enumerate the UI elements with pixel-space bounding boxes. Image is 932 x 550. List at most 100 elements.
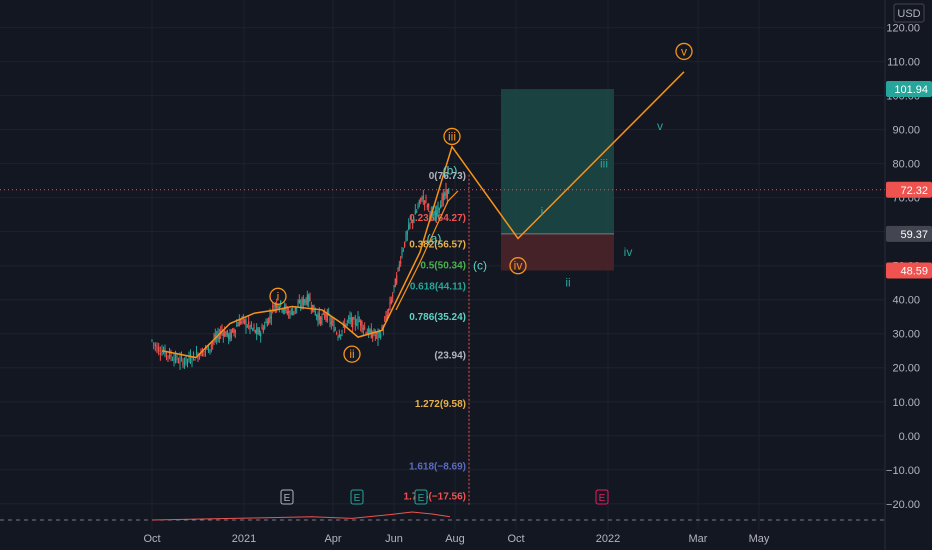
candle-body <box>344 324 346 330</box>
long-position-tool[interactable] <box>501 89 614 271</box>
candle-body <box>186 359 189 361</box>
wave-label-circle <box>269 287 287 305</box>
candle-body <box>392 295 394 297</box>
candle-body <box>161 351 163 355</box>
elliott-wave-drawing[interactable] <box>161 71 685 359</box>
candle-body <box>274 304 276 307</box>
wave-label: i <box>277 289 280 303</box>
candle-body <box>442 193 444 201</box>
candle-body <box>168 351 171 358</box>
candle-body <box>171 359 174 361</box>
candle-body <box>385 316 387 321</box>
price-axis[interactable]: 120.00110.00100.0090.0080.0070.0060.0050… <box>884 0 932 550</box>
candle-body <box>372 334 374 338</box>
wave-label-circle <box>343 345 361 363</box>
currency-box[interactable] <box>893 3 925 23</box>
candle-body <box>404 241 406 247</box>
candle-body <box>329 318 331 322</box>
candle-body <box>224 330 226 337</box>
candle-body <box>318 313 320 320</box>
candle-body <box>189 355 192 363</box>
candle-body <box>245 321 247 328</box>
candle-body <box>226 330 228 335</box>
candle-body <box>390 299 392 304</box>
primary-wave-line[interactable] <box>161 71 685 359</box>
price-tick-label: 120.00 <box>886 23 920 35</box>
sub-wave-line[interactable] <box>395 190 459 311</box>
time-tick-label: 2021 <box>232 533 256 545</box>
candle-body <box>262 328 264 332</box>
earnings-marker[interactable] <box>414 489 428 505</box>
price-tick-label: 30.00 <box>892 329 920 341</box>
wave-label: (b) <box>443 163 458 177</box>
candle-body <box>345 323 347 327</box>
candle-body <box>237 324 239 327</box>
price-tick-label: 90.00 <box>892 125 920 137</box>
candle-body <box>358 320 360 322</box>
earnings-marker-label: E <box>354 493 361 504</box>
candle-body <box>222 332 224 337</box>
candle-body <box>437 203 439 212</box>
fibonacci-extension-tool[interactable]: 0(76.73) 0.236(64.27) 0.382(56.57) 0.5(50.3… <box>403 171 470 506</box>
candle-body <box>258 328 260 335</box>
candle-body <box>290 309 292 311</box>
earnings-marker[interactable] <box>280 489 294 505</box>
candle-body <box>417 206 419 209</box>
stop-loss-zone[interactable] <box>501 233 614 271</box>
candle-body <box>425 197 427 199</box>
candle-body <box>394 278 396 288</box>
wave-label: ii <box>565 276 570 290</box>
candle-body <box>217 332 219 337</box>
candle-body <box>302 298 304 306</box>
candle-body <box>174 353 177 361</box>
candle-body <box>428 203 430 207</box>
candle-body <box>269 314 271 318</box>
fib-level-label: 1.618(−8.69) <box>409 461 466 472</box>
wave-label: ii <box>349 347 354 361</box>
time-axis[interactable]: Oct 2021 Apr Jun Aug Oct 2022 Mar May <box>143 533 769 545</box>
candle-body <box>280 300 282 306</box>
price-tag <box>886 181 932 198</box>
price-tick-label: 10.00 <box>892 397 920 409</box>
candle-body <box>309 298 311 301</box>
candle-body <box>209 349 211 351</box>
price-tag-label: 72.32 <box>900 185 928 197</box>
candle-body <box>270 316 272 319</box>
candle-body <box>297 304 299 308</box>
earnings-marker[interactable] <box>350 489 364 505</box>
wave-label: iii <box>600 157 608 171</box>
earnings-marker-label: E <box>284 493 291 504</box>
candle-body <box>194 359 196 361</box>
candle-body <box>198 354 201 358</box>
time-tick-label: Oct <box>507 533 524 545</box>
candle-body <box>386 314 388 319</box>
candle-body <box>357 316 359 325</box>
candle-body <box>365 332 367 335</box>
candle-body <box>418 199 420 204</box>
earnings-marker[interactable] <box>595 489 609 505</box>
candle-body <box>256 328 258 334</box>
candle-body <box>154 344 156 346</box>
candle-body <box>317 316 319 322</box>
price-tick-label: 0.00 <box>899 431 920 443</box>
grid-lines <box>0 0 885 530</box>
candle-body <box>438 208 440 210</box>
candle-body <box>380 334 382 338</box>
candle-body <box>434 210 436 216</box>
candle-body <box>366 332 368 334</box>
candle-body <box>422 196 424 199</box>
candle-body <box>310 306 312 309</box>
time-tick-label: Jun <box>385 533 403 545</box>
candle-body <box>179 358 181 364</box>
candle-body <box>369 329 371 333</box>
candle-body <box>330 321 332 325</box>
candle-body <box>272 306 274 308</box>
fib-level-label: 0(76.73) <box>429 171 466 182</box>
candle-body <box>356 324 358 326</box>
profit-zone[interactable] <box>501 89 614 234</box>
candle-body <box>353 318 355 320</box>
candle-body <box>308 295 310 303</box>
